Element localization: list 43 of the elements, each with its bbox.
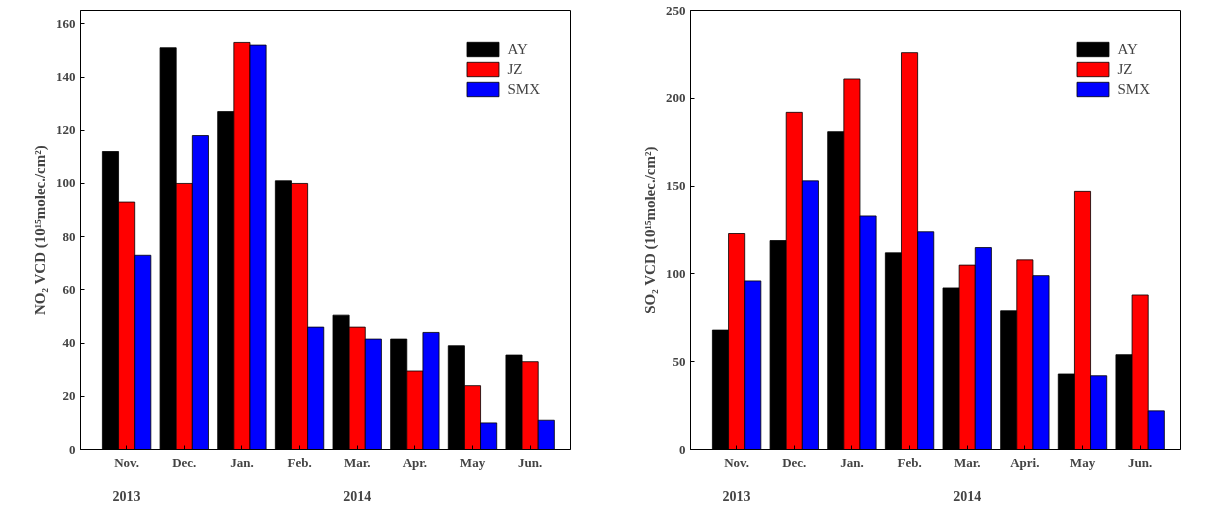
y-tick-label: 20 [62,388,76,404]
text: 2014 [343,488,372,504]
x-tick-label: Dec. [782,454,807,470]
text: 2013 [722,488,751,504]
x-tick-label: Jun. [1128,454,1153,470]
y-tick-label: 80 [62,228,76,244]
y-tick-label: 120 [56,122,76,138]
text: 2013 [112,488,141,504]
x-tick-label: Jun. [518,454,543,470]
y-tick-label: 100 [56,175,76,191]
x-tick-label: Dec. [172,454,197,470]
y-tick-label: 200 [666,90,686,106]
y-tick-label: 60 [62,281,76,297]
legend-label: JZ [1117,60,1134,78]
y-tick-label: 40 [62,335,76,351]
y-tick-label: 50 [672,353,686,369]
x-tick-label: Feb. [287,454,312,470]
x-tick-label: Nov. [724,454,750,470]
text: 2014 [953,488,982,504]
legend-label: SMX [1117,80,1150,98]
x-tick-label: Nov. [114,454,140,470]
y-tick-label: 140 [56,69,76,85]
legend-label: AY [1117,40,1138,58]
x-tick-label: May [459,454,486,470]
x-tick-label: Jan. [840,454,864,470]
x-tick-label: Feb. [897,454,922,470]
x-tick-label: Jan. [230,454,254,470]
legend-label: AY [507,40,528,58]
x-tick-label: Mar. [343,454,371,470]
y-tick-label: 150 [666,178,686,194]
y-tick-label: 0 [679,441,686,457]
y-axis-title: NO₂ VCD (10¹⁵molec./cm²) [32,145,49,316]
legend-label: SMX [507,80,540,98]
y-tick-label: 250 [666,2,686,18]
x-tick-label: Apr. [402,454,428,470]
y-tick-label: 100 [666,265,686,281]
y-tick-label: 0 [69,441,76,457]
legend-label: JZ [507,60,524,78]
y-axis-title: SO₂ VCD (10¹⁵molec./cm²) [642,146,659,314]
x-tick-label: Apri. [1010,454,1040,470]
x-tick-label: Mar. [953,454,981,470]
x-tick-label: May [1069,454,1096,470]
y-tick-label: 160 [56,15,76,31]
